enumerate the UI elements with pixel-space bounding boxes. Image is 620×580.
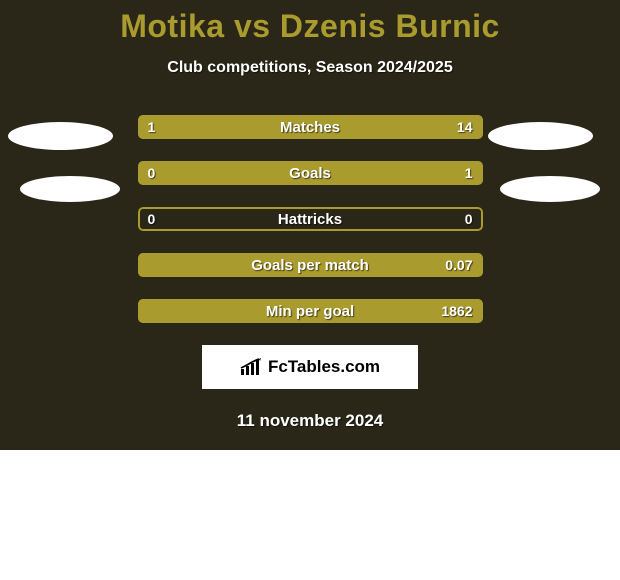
stat-bar: 0.07Goals per match: [138, 253, 483, 277]
stat-bar: 1862Min per goal: [138, 299, 483, 323]
stat-bars: 114Matches 01Goals 00Hattricks 0.07Goals pe…: [138, 115, 483, 323]
stat-bar: 114Matches: [138, 115, 483, 139]
brand-text: FcTables.com: [268, 357, 380, 377]
stat-label: Matches: [138, 115, 483, 139]
stat-bar: 01Goals: [138, 161, 483, 185]
club-oval-2: [20, 176, 120, 202]
club-oval-1: [488, 122, 593, 150]
stat-label: Goals: [138, 161, 483, 185]
brand-badge: FcTables.com: [202, 345, 418, 389]
chart-icon: [240, 358, 262, 376]
comparison-card: Motika vs Dzenis Burnic Club competition…: [0, 0, 620, 450]
club-oval-3: [500, 176, 600, 202]
stat-label: Hattricks: [138, 207, 483, 231]
stat-label: Min per goal: [138, 299, 483, 323]
page-title: Motika vs Dzenis Burnic: [0, 0, 620, 45]
stat-bar: 00Hattricks: [138, 207, 483, 231]
stat-label: Goals per match: [138, 253, 483, 277]
club-oval-0: [8, 122, 113, 150]
date-label: 11 november 2024: [0, 411, 620, 431]
subtitle: Club competitions, Season 2024/2025: [0, 59, 620, 77]
